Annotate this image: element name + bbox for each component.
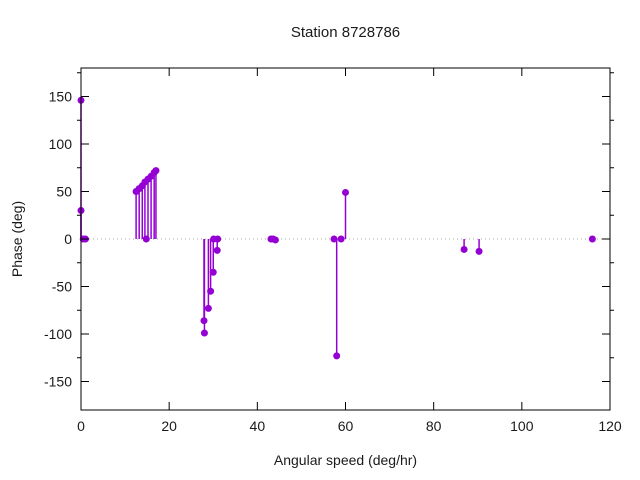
data-point bbox=[588, 235, 596, 243]
data-point bbox=[204, 304, 212, 312]
data-point bbox=[342, 188, 349, 196]
x-tick-label: 80 bbox=[426, 418, 442, 434]
y-tick-label: -50 bbox=[52, 279, 72, 295]
y-tick-label: 150 bbox=[49, 89, 73, 105]
y-tick-label: -100 bbox=[44, 326, 72, 342]
data-point bbox=[209, 268, 217, 276]
x-tick-label: 40 bbox=[250, 418, 266, 434]
y-tick-label: 0 bbox=[64, 231, 72, 247]
data-point bbox=[337, 235, 345, 243]
y-tick-label: 100 bbox=[49, 136, 73, 152]
x-tick-label: 60 bbox=[338, 418, 354, 434]
data-point bbox=[152, 167, 160, 175]
x-axis-label: Angular speed (deg/hr) bbox=[273, 452, 418, 468]
y-tick-label: -150 bbox=[44, 374, 72, 390]
y-tick-label: 50 bbox=[56, 184, 72, 200]
data-point bbox=[207, 287, 215, 295]
data-point bbox=[330, 235, 338, 243]
x-tick-label: 120 bbox=[598, 418, 622, 434]
x-tick-label: 100 bbox=[510, 418, 534, 434]
data-point bbox=[333, 352, 341, 360]
data-point bbox=[200, 317, 208, 325]
data-point bbox=[142, 235, 150, 243]
data-point bbox=[475, 247, 483, 255]
x-tick-label: 20 bbox=[161, 418, 177, 434]
data-point bbox=[213, 246, 221, 254]
data-point bbox=[271, 236, 279, 244]
x-tick-label: 0 bbox=[77, 418, 85, 434]
data-point bbox=[460, 245, 468, 253]
data-point bbox=[214, 235, 222, 243]
chart-title: Station 8728786 bbox=[290, 24, 401, 41]
data-point bbox=[200, 329, 208, 337]
